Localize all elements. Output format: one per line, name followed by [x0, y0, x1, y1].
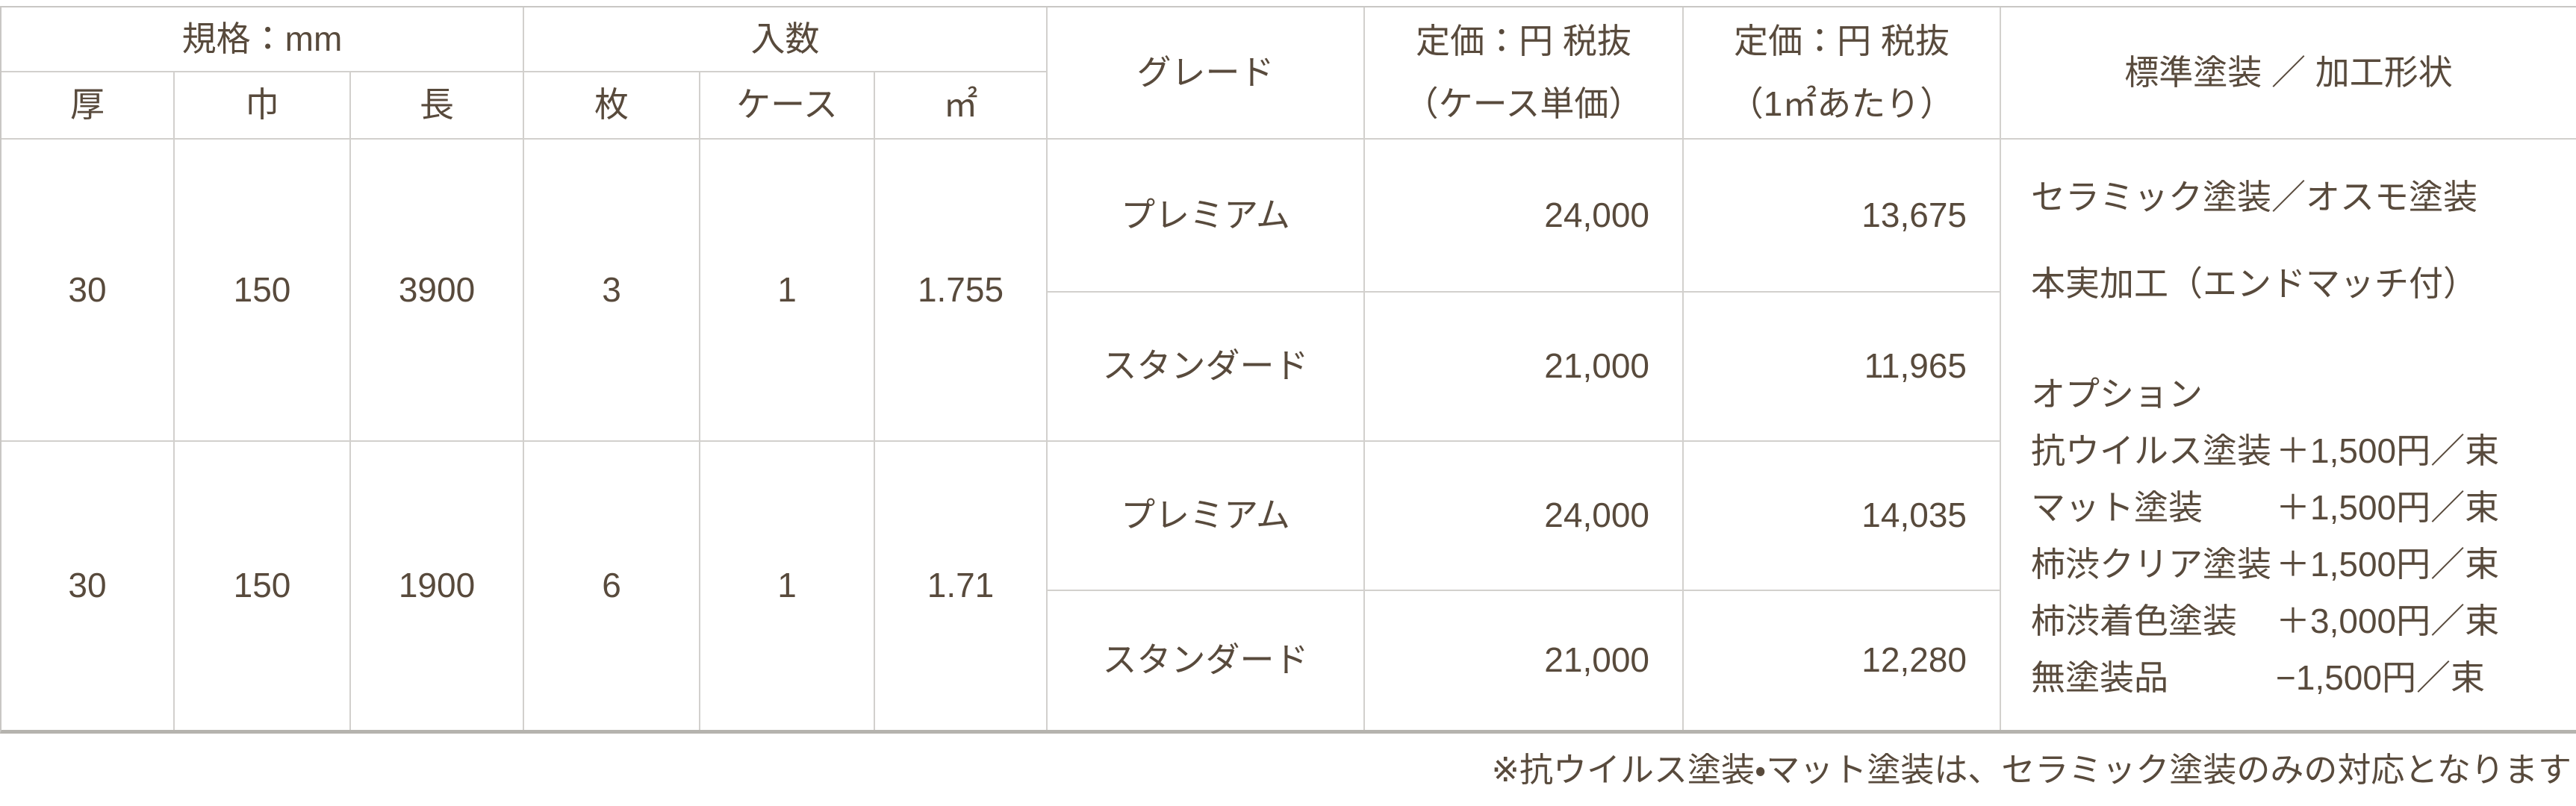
cell-g2-sqm: 1.71	[875, 442, 1048, 730]
cell-g1-pieces: 3	[524, 140, 700, 442]
cell-g2-width: 150	[175, 442, 351, 730]
finish-option-row: 柿渋着色塗装 ＋3,000円／束	[2031, 593, 2561, 649]
finish-coating-line: セラミック塗装／オスモ塗装	[2031, 178, 2477, 216]
cell-g1-standard-price-case: 21,000	[1365, 293, 1684, 442]
cell-g2-standard-grade: スタンダード	[1048, 591, 1365, 730]
option-price: ＋1,500円／束	[2276, 431, 2500, 470]
cell-g1-standard-grade: スタンダード	[1048, 293, 1365, 442]
option-price: ＋1,500円／束	[2276, 488, 2500, 527]
cell-g1-sqm: 1.755	[875, 140, 1048, 442]
header-price-per-sqm: 定価：円 税抜 （1㎡あたり）	[1684, 7, 2001, 140]
finish-option-row: 無塗装品 −1,500円／束	[2031, 649, 2561, 706]
cell-g2-premium-grade: プレミアム	[1048, 442, 1365, 591]
header-qty-group: 入数	[524, 7, 1048, 72]
header-price-per-sqm-line1: 定価：円 税抜	[1734, 22, 1950, 60]
header-price-per-case-line2: （ケース単価）	[1404, 84, 1643, 123]
header-price-per-case-line1: 定価：円 税抜	[1416, 22, 1631, 60]
cell-g2-standard-price-sqm: 12,280	[1684, 591, 2001, 730]
header-col-width: 巾	[175, 72, 351, 140]
finish-processing-line: 本実加工（エンドマッチ付）	[2031, 264, 2477, 303]
option-price: ＋1,500円／束	[2276, 545, 2500, 584]
option-name: 柿渋クリア塗装	[2031, 545, 2271, 584]
cell-g2-pieces: 6	[524, 442, 700, 730]
finish-option-row: マット塗装 ＋1,500円／束	[2031, 479, 2561, 536]
cell-g1-thickness: 30	[1, 140, 175, 442]
cell-g2-case: 1	[700, 442, 875, 730]
header-col-length: 長	[351, 72, 524, 140]
option-name: マット塗装	[2031, 488, 2203, 527]
header-col-thickness: 厚	[1, 72, 175, 140]
option-name: 抗ウイルス塗装	[2031, 431, 2271, 470]
header-grade: グレード	[1048, 7, 1365, 140]
header-col-case: ケース	[700, 72, 875, 140]
header-col-sqm: ㎡	[875, 72, 1048, 140]
cell-g2-premium-price-sqm: 14,035	[1684, 442, 2001, 591]
cell-g2-premium-price-case: 24,000	[1365, 442, 1684, 591]
cell-g1-premium-grade: プレミアム	[1048, 140, 1365, 293]
header-spec-group: 規格：mm	[1, 7, 524, 72]
cell-g2-standard-price-case: 21,000	[1365, 591, 1684, 730]
option-price: −1,500円／束	[2276, 658, 2485, 697]
cell-g2-length: 1900	[351, 442, 524, 730]
cell-g1-premium-price-case: 24,000	[1365, 140, 1684, 293]
footnote: ※抗ウイルス塗装・マット塗装は、セラミック塗装のみの対応となります	[1491, 751, 2572, 789]
cell-finish-details: セラミック塗装／オスモ塗装 本実加工（エンドマッチ付） オプション 抗ウイルス塗…	[2001, 140, 2576, 730]
finish-option-row: 柿渋クリア塗装 ＋1,500円／束	[2031, 536, 2561, 593]
header-price-per-sqm-line2: （1㎡あたり）	[1729, 84, 1955, 123]
cell-g1-standard-price-sqm: 11,965	[1684, 293, 2001, 442]
cell-g1-length: 3900	[351, 140, 524, 442]
finish-options-title: オプション	[2031, 375, 2203, 413]
option-name: 柿渋着色塗装	[2031, 602, 2237, 640]
cell-g2-thickness: 30	[1, 442, 175, 730]
price-table: 規格：mm 入数 グレード 定価：円 税抜 （ケース単価） 定価：円 税抜 （1…	[0, 6, 2576, 734]
option-price: ＋3,000円／束	[2276, 602, 2500, 640]
cell-g1-premium-price-sqm: 13,675	[1684, 140, 2001, 293]
header-finish: 標準塗装 ／ 加工形状	[2001, 7, 2576, 140]
header-col-pieces: 枚	[524, 72, 700, 140]
cell-g1-width: 150	[175, 140, 351, 442]
header-price-per-case: 定価：円 税抜 （ケース単価）	[1365, 7, 1684, 140]
finish-option-row: 抗ウイルス塗装 ＋1,500円／束	[2031, 422, 2561, 479]
cell-g1-case: 1	[700, 140, 875, 442]
option-name: 無塗装品	[2031, 658, 2168, 697]
